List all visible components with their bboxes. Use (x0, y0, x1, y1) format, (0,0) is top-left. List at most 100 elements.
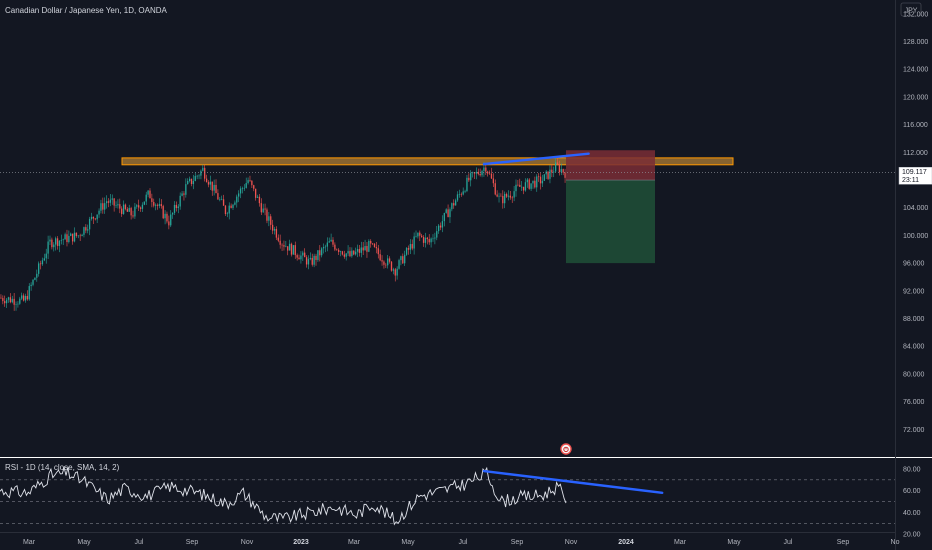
candle-body (21, 295, 23, 299)
time-axis[interactable]: Mar May Jul Sep Nov 2023 Mar May Jul Sep Nov 2024 Ma… (0, 532, 900, 547)
candle-body (215, 184, 217, 194)
candle-body (460, 193, 462, 195)
candle-body (105, 201, 108, 204)
candle-body (60, 240, 62, 241)
candle-body (385, 264, 387, 266)
candle-body (187, 180, 189, 185)
candle-body (404, 254, 406, 264)
candle-body (217, 193, 219, 200)
candle-body (79, 235, 81, 237)
candle-body (36, 273, 38, 278)
candle-body (507, 195, 510, 197)
candle-body (28, 286, 30, 300)
candle-body (334, 244, 336, 250)
candle-body (281, 244, 283, 246)
candle-body (32, 279, 34, 285)
time-tick-label: Jul (459, 539, 468, 546)
candle-body (145, 194, 147, 202)
candle-body (347, 251, 349, 254)
candle-body (449, 209, 451, 218)
rsi-trendline[interactable] (482, 469, 664, 495)
candle-body (358, 249, 361, 253)
candle-body (539, 176, 542, 184)
candle-body (351, 250, 353, 257)
candle-body (262, 208, 264, 213)
candle-body (134, 206, 136, 217)
candle-body (213, 184, 215, 191)
candle-body (104, 203, 106, 210)
candle-body (354, 251, 357, 255)
candle-body (330, 239, 332, 242)
candle-body (30, 284, 32, 287)
take-profit-zone[interactable] (566, 180, 655, 264)
candle-body (341, 251, 344, 255)
candle-body (419, 232, 421, 236)
candle-body (366, 246, 368, 252)
candle-body (515, 184, 517, 192)
candle-body (394, 269, 396, 276)
candle-body (479, 173, 481, 176)
candle-body (513, 191, 515, 198)
candle-body (364, 246, 366, 251)
candle-body (196, 175, 198, 177)
candle-body (519, 184, 521, 187)
candle-body (415, 236, 417, 237)
price-divergence-trendline[interactable] (482, 152, 590, 166)
rsi-line (0, 465, 567, 526)
candle-body (75, 232, 78, 236)
candle-body (185, 184, 187, 195)
candle-body (230, 205, 232, 208)
price-axis[interactable]: JPY 132.000 128.000 124.000 120.000 116.000 1… (895, 0, 932, 550)
candle-body (471, 172, 474, 174)
candle-body (541, 180, 544, 184)
candle-body (283, 245, 285, 247)
candle-body (430, 238, 432, 243)
candle-body (177, 206, 179, 209)
time-tick-label: No (891, 539, 900, 546)
candle-body (266, 209, 268, 221)
short-position-tool[interactable] (566, 150, 655, 264)
candle-body (96, 214, 98, 220)
candle-body (251, 180, 253, 186)
candle-body (315, 255, 317, 260)
candle-body (26, 296, 29, 300)
rsi-pane[interactable]: RSI - 1D (14, close, SMA, 14, 2) (0, 463, 896, 526)
candle-body (551, 169, 553, 173)
currency-badge[interactable] (900, 2, 922, 17)
candle-body (113, 198, 115, 206)
price-pane[interactable]: Canadian Dollar / Japanese Yen, 1D, OAND… (0, 6, 896, 311)
candle-body (121, 208, 123, 214)
candle-body (256, 196, 259, 198)
resistance-zone-rect[interactable] (121, 157, 734, 166)
candle-body (498, 195, 500, 197)
price-tick-label: 92.000 (903, 288, 925, 295)
time-tick-label: May (727, 539, 741, 546)
candle-body (400, 256, 402, 261)
candle-body (88, 218, 91, 230)
candle-body (94, 218, 96, 220)
resistance-zone-layer (121, 157, 734, 166)
price-tick-label: 132.000 (903, 11, 928, 18)
price-tick-label: 116.000 (903, 122, 928, 129)
candle-body (34, 277, 36, 280)
candle-body (439, 225, 442, 228)
time-tick-label: Jul (135, 539, 144, 546)
candle-body (228, 205, 230, 214)
price-trendline-layer[interactable] (482, 152, 590, 166)
candle-body (464, 191, 466, 192)
time-tick-label: 2023 (293, 539, 309, 546)
candle-body (71, 233, 74, 242)
candle-body (311, 257, 313, 265)
candle-body (204, 167, 206, 179)
candlestick-series (0, 156, 566, 311)
candle-body (170, 214, 172, 226)
alarm-clock-icon[interactable] (560, 443, 572, 455)
candle-body (500, 195, 502, 197)
candle-body (349, 251, 351, 257)
candle-body (462, 191, 464, 195)
candle-body (475, 171, 478, 174)
candle-body (511, 197, 513, 199)
candle-body (156, 204, 159, 206)
candle-body (534, 180, 536, 188)
